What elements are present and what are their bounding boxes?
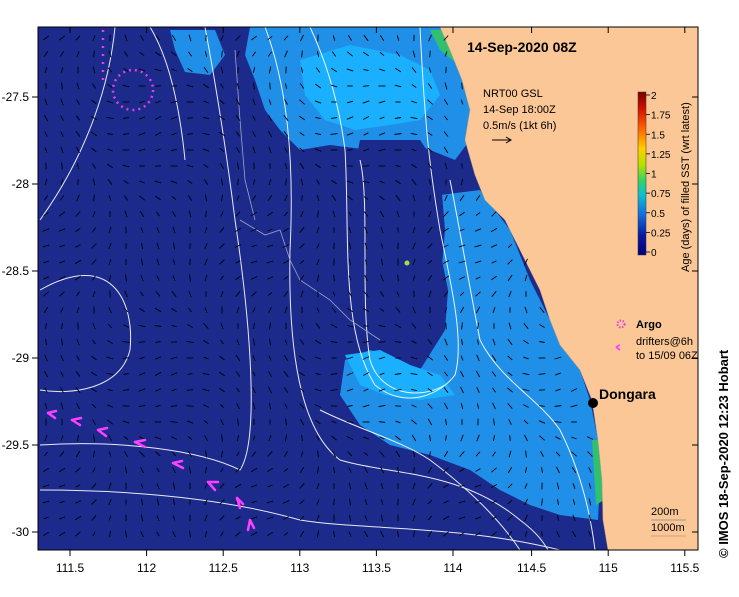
map-area: Dongara 14-Sep-2020 08Z NRT00 GSL 14-Sep… [38,27,698,550]
argo-legend-label: Argo [636,319,662,331]
current-vector [94,195,95,202]
colorbar-tick-label: 2 [651,91,657,102]
current-vector [123,358,130,359]
dongara-label: Dongara [599,386,656,402]
y-tick-label: -28.5 [2,264,30,278]
current-vector [155,86,161,87]
current-vector [187,118,193,119]
depth-legend-200m: 200m [651,506,679,518]
colorbar-tick-label: 1.25 [651,150,671,161]
current-vector [206,211,207,218]
current-vector [302,195,303,200]
current-vector [238,179,239,186]
colorbar-gradient [638,92,646,255]
x-tick-label: 115 [599,561,618,575]
current-vector [539,406,545,407]
x-tick-label: 112 [137,561,156,575]
current-vector [139,342,146,343]
current-vector [187,390,193,391]
map-title: 14-Sep-2020 08Z [467,39,577,55]
y-tick-label: -29.5 [2,438,30,452]
current-vector [187,406,194,407]
data-marker [405,261,410,266]
depth-legend-1000m: 1000m [651,522,685,534]
drifter-legend-line2: to 15/09 06Z [636,350,698,362]
x-tick-label: 114.5 [517,561,546,575]
current-vector [62,83,63,90]
x-tick-label: 114 [443,561,462,575]
current-vector [254,83,255,90]
current-vector [379,342,386,343]
x-tick-label: 113 [290,561,309,575]
colorbar-tick-label: 1 [651,170,657,181]
current-vector [414,467,415,472]
current-vector [270,83,271,90]
current-vector [363,86,369,87]
current-vector [364,326,369,327]
colorbar-tick-label: 0 [651,248,657,259]
y-tick-label: -30 [12,525,30,539]
y-tick-label: -27.5 [2,90,30,104]
dongara-marker [588,398,598,408]
y-tick-label: -28 [12,177,30,191]
current-vector [430,51,431,58]
credit-text: © IMOS 18-Sep-2020 12:23 Hobart [716,349,731,558]
current-vector [94,51,95,58]
x-tick-label: 115.5 [670,561,699,575]
current-vector [334,499,335,506]
current-vector [510,435,511,441]
current-info-line3: 0.5m/s (1kt 6h) [483,120,556,132]
x-tick-label: 113.5 [362,561,391,575]
colorbar-tick-label: 0.5 [651,209,665,220]
colorbar-tick-label: 0.25 [651,228,671,239]
current-vector [318,211,319,218]
current-vector [286,179,287,186]
current-vector [62,163,63,170]
current-info-line1: NRT00 GSL [483,88,543,100]
colorbar-label: Age (days) of filled SST (wrt latest) [680,102,692,272]
y-tick-label: -29 [12,351,30,365]
current-info-line2: 14-Sep 18:00Z [483,104,556,116]
drifter-legend-line1: drifters@6h [636,336,693,348]
x-tick-label: 112.5 [209,561,238,575]
current-vector [430,196,431,201]
x-tick-label: 111.5 [56,561,85,575]
current-vector [462,83,463,90]
colorbar-tick-label: 1.5 [651,130,665,141]
colorbar-tick-label: 1.75 [651,111,671,122]
colorbar-tick-label: 0.75 [651,189,671,200]
current-vector [363,166,370,167]
current-vector [379,422,385,423]
